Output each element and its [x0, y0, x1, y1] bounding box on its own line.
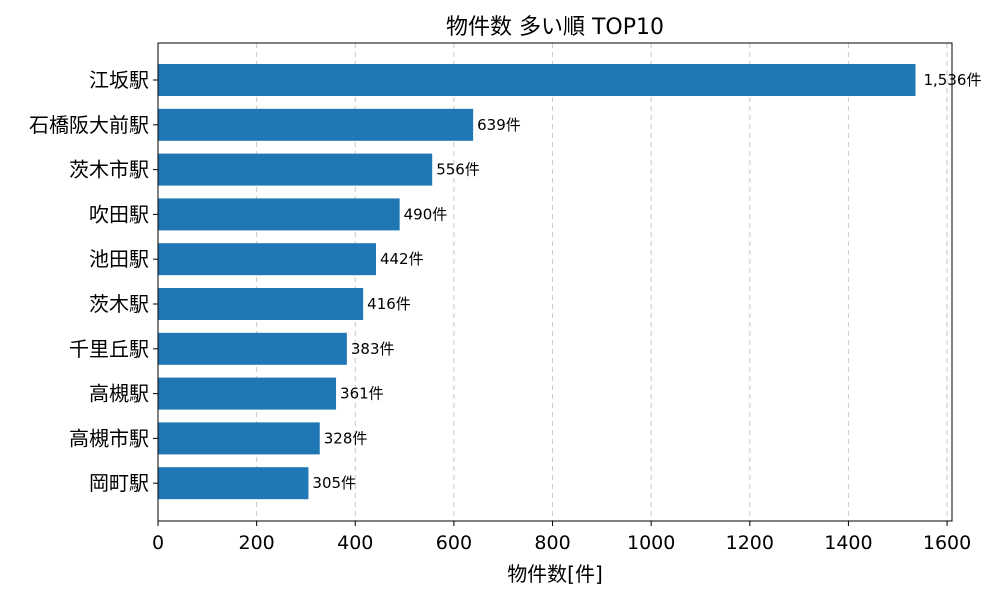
- y-tick-label: 茨木市駅: [69, 158, 149, 182]
- x-tick-label: 0: [152, 532, 164, 554]
- y-tick-label: 高槻市駅: [69, 426, 149, 450]
- bar: [158, 198, 400, 231]
- data-label: 556件: [436, 161, 480, 179]
- x-tick-label: 1000: [627, 532, 675, 554]
- bar: [158, 377, 337, 410]
- bar: [158, 153, 433, 186]
- bar: [158, 64, 916, 96]
- data-label: 305件: [312, 474, 356, 492]
- y-tick-label: 茨木駅: [89, 292, 149, 316]
- data-label: 639件: [477, 116, 521, 134]
- bar: [158, 467, 309, 500]
- y-tick-label: 岡町駅: [89, 471, 149, 495]
- grid-lines: [256, 43, 948, 521]
- x-tick-label: 200: [239, 532, 275, 554]
- bar: [158, 422, 320, 455]
- bar: [158, 332, 347, 365]
- x-tick-label: 600: [436, 532, 472, 554]
- data-label: 416件: [367, 295, 411, 313]
- x-tick-label: 400: [337, 532, 373, 554]
- bars: [158, 64, 916, 500]
- x-tick-label: 1400: [824, 532, 872, 554]
- y-tick-label: 千里丘駅: [69, 337, 149, 361]
- x-tick-label: 800: [534, 532, 570, 554]
- x-axis-ticks: 0 200 400 600 800 1000 1200 1400 1600: [152, 521, 971, 554]
- y-tick-label: 吹田駅: [89, 202, 149, 226]
- data-label: 361件: [340, 385, 384, 403]
- data-label: 442件: [380, 250, 424, 268]
- x-tick-label: 1200: [726, 532, 774, 554]
- y-tick-label: 高槻駅: [89, 382, 149, 406]
- data-label: 383件: [351, 340, 395, 358]
- y-tick-label: 池田駅: [89, 247, 149, 271]
- x-tick-label: 1600: [923, 532, 971, 554]
- data-label: 328件: [324, 429, 368, 447]
- data-label: 1,536件: [924, 71, 982, 89]
- bar: [158, 243, 376, 276]
- plot-frame: [157, 42, 953, 522]
- y-tick-label: 石橋阪大前駅: [29, 113, 149, 137]
- data-label: 490件: [404, 205, 448, 223]
- bar: [158, 288, 364, 320]
- bar: [158, 108, 474, 141]
- data-labels: 1,536件 639件 556件 490件 442件 416件 383件 361件 328件 30…: [312, 71, 981, 492]
- chart-title: 物件数 多い順 TOP10: [446, 15, 664, 40]
- y-tick-label: 江坂駅: [89, 68, 149, 92]
- x-axis-label: 物件数[件]: [507, 562, 603, 586]
